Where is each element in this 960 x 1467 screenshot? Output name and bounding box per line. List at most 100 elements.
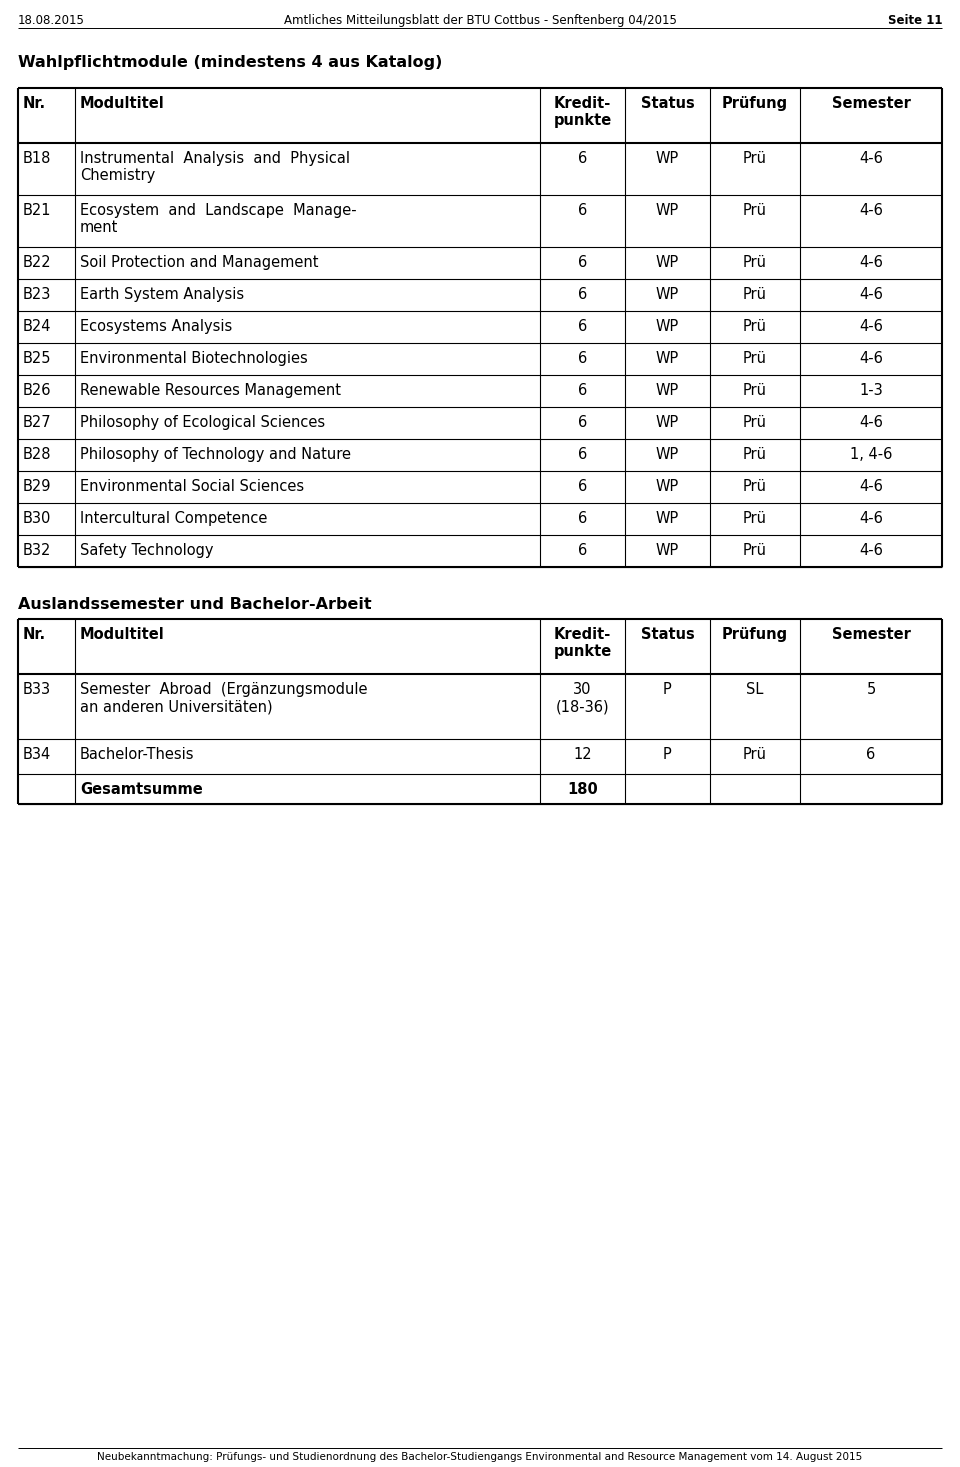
Text: 6: 6 [578, 447, 588, 462]
Text: SL: SL [746, 682, 764, 697]
Text: Modultitel: Modultitel [80, 95, 165, 111]
Text: 4-6: 4-6 [859, 351, 883, 365]
Text: Semester: Semester [831, 626, 910, 643]
Text: Renewable Resources Management: Renewable Resources Management [80, 383, 341, 398]
Text: WP: WP [656, 255, 679, 270]
Text: Philosophy of Ecological Sciences: Philosophy of Ecological Sciences [80, 415, 325, 430]
Text: Neubekanntmachung: Prüfungs- und Studienordnung des Bachelor-Studiengangs Enviro: Neubekanntmachung: Prüfungs- und Studien… [97, 1452, 863, 1463]
Text: B21: B21 [23, 202, 52, 219]
Text: Philosophy of Technology and Nature: Philosophy of Technology and Nature [80, 447, 351, 462]
Text: 4-6: 4-6 [859, 288, 883, 302]
Text: Wahlpflichtmodule (mindestens 4 aus Katalog): Wahlpflichtmodule (mindestens 4 aus Kata… [18, 54, 443, 70]
Text: 180: 180 [567, 782, 598, 797]
Text: WP: WP [656, 151, 679, 166]
Text: 1, 4-6: 1, 4-6 [850, 447, 892, 462]
Text: Prü: Prü [743, 480, 767, 494]
Text: 6: 6 [578, 151, 588, 166]
Text: Prü: Prü [743, 447, 767, 462]
Text: 6: 6 [866, 747, 876, 761]
Text: Gesamtsumme: Gesamtsumme [80, 782, 203, 797]
Text: Prüfung: Prüfung [722, 95, 788, 111]
Text: WP: WP [656, 288, 679, 302]
Text: B26: B26 [23, 383, 52, 398]
Text: Semester: Semester [831, 95, 910, 111]
Text: 6: 6 [578, 383, 588, 398]
Text: WP: WP [656, 480, 679, 494]
Text: 4-6: 4-6 [859, 511, 883, 527]
Text: B33: B33 [23, 682, 51, 697]
Text: 6: 6 [578, 255, 588, 270]
Text: Instrumental  Analysis  and  Physical
Chemistry: Instrumental Analysis and Physical Chemi… [80, 151, 350, 183]
Text: WP: WP [656, 383, 679, 398]
Text: Kredit-
punkte: Kredit- punkte [553, 95, 612, 129]
Text: WP: WP [656, 447, 679, 462]
Text: 6: 6 [578, 202, 588, 219]
Text: Amtliches Mitteilungsblatt der BTU Cottbus - Senftenberg 04/2015: Amtliches Mitteilungsblatt der BTU Cottb… [283, 15, 677, 26]
Text: 12: 12 [573, 747, 591, 761]
Text: P: P [663, 682, 672, 697]
Text: 4-6: 4-6 [859, 480, 883, 494]
Text: Prü: Prü [743, 351, 767, 365]
Text: WP: WP [656, 202, 679, 219]
Text: WP: WP [656, 415, 679, 430]
Text: 6: 6 [578, 480, 588, 494]
Text: 4-6: 4-6 [859, 318, 883, 334]
Text: B18: B18 [23, 151, 52, 166]
Text: Ecosystem  and  Landscape  Manage-
ment: Ecosystem and Landscape Manage- ment [80, 202, 356, 235]
Text: Safety Technology: Safety Technology [80, 543, 213, 557]
Text: 1-3: 1-3 [859, 383, 883, 398]
Text: Prü: Prü [743, 151, 767, 166]
Text: 4-6: 4-6 [859, 151, 883, 166]
Text: Semester  Abroad  (Ergänzungsmodule
an anderen Universitäten): Semester Abroad (Ergänzungsmodule an and… [80, 682, 368, 714]
Text: B25: B25 [23, 351, 52, 365]
Text: Environmental Biotechnologies: Environmental Biotechnologies [80, 351, 308, 365]
Text: B34: B34 [23, 747, 51, 761]
Text: Seite 11: Seite 11 [887, 15, 942, 26]
Text: Prü: Prü [743, 255, 767, 270]
Text: WP: WP [656, 351, 679, 365]
Text: B32: B32 [23, 543, 52, 557]
Text: 6: 6 [578, 288, 588, 302]
Text: Auslandssemester und Bachelor-Arbeit: Auslandssemester und Bachelor-Arbeit [18, 597, 372, 612]
Text: Soil Protection and Management: Soil Protection and Management [80, 255, 319, 270]
Text: 6: 6 [578, 351, 588, 365]
Text: Environmental Social Sciences: Environmental Social Sciences [80, 480, 304, 494]
Text: P: P [663, 747, 672, 761]
Text: 18.08.2015: 18.08.2015 [18, 15, 84, 26]
Text: 6: 6 [578, 511, 588, 527]
Text: 4-6: 4-6 [859, 415, 883, 430]
Text: B24: B24 [23, 318, 52, 334]
Text: B27: B27 [23, 415, 52, 430]
Text: WP: WP [656, 318, 679, 334]
Text: 6: 6 [578, 318, 588, 334]
Text: Prü: Prü [743, 202, 767, 219]
Text: Prü: Prü [743, 543, 767, 557]
Text: B28: B28 [23, 447, 52, 462]
Text: Earth System Analysis: Earth System Analysis [80, 288, 244, 302]
Text: Bachelor-Thesis: Bachelor-Thesis [80, 747, 195, 761]
Text: Status: Status [640, 626, 694, 643]
Text: 4-6: 4-6 [859, 202, 883, 219]
Text: B30: B30 [23, 511, 52, 527]
Text: Prü: Prü [743, 318, 767, 334]
Text: Nr.: Nr. [23, 626, 46, 643]
Text: Prü: Prü [743, 747, 767, 761]
Text: Kredit-
punkte: Kredit- punkte [553, 626, 612, 659]
Text: Modultitel: Modultitel [80, 626, 165, 643]
Text: Prü: Prü [743, 383, 767, 398]
Text: B23: B23 [23, 288, 52, 302]
Text: Nr.: Nr. [23, 95, 46, 111]
Text: 4-6: 4-6 [859, 543, 883, 557]
Text: 4-6: 4-6 [859, 255, 883, 270]
Text: Prü: Prü [743, 415, 767, 430]
Text: 30
(18-36): 30 (18-36) [556, 682, 610, 714]
Text: Status: Status [640, 95, 694, 111]
Text: B29: B29 [23, 480, 52, 494]
Text: Prü: Prü [743, 288, 767, 302]
Text: Ecosystems Analysis: Ecosystems Analysis [80, 318, 232, 334]
Text: WP: WP [656, 511, 679, 527]
Text: 6: 6 [578, 543, 588, 557]
Text: 6: 6 [578, 415, 588, 430]
Text: Prüfung: Prüfung [722, 626, 788, 643]
Text: B22: B22 [23, 255, 52, 270]
